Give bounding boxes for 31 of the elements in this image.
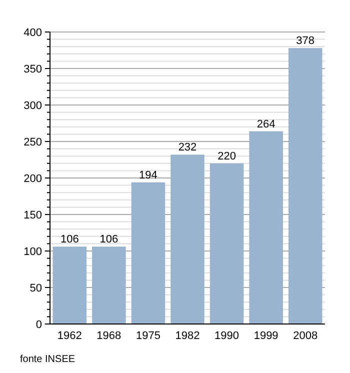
y-tick-label: 200 [24,172,42,185]
data-label: 220 [218,150,236,162]
x-tick-label: 1962 [57,330,82,342]
source-note: fonte INSEE [20,354,76,365]
bar [131,182,166,324]
x-tick-label: 1968 [96,330,122,342]
y-tick-label: 0 [36,318,42,331]
y-tick-label: 50 [30,282,42,294]
y-tick-label: 400 [24,26,42,39]
data-label: 106 [100,234,118,246]
x-tick-label: 1990 [214,330,240,342]
bar [210,163,244,324]
data-label: 106 [60,234,79,246]
data-label: 232 [178,142,197,154]
data-label: 378 [296,35,315,48]
data-label: 194 [139,169,158,182]
x-tick-label: 2008 [293,330,318,342]
y-tick-label: 350 [24,63,42,76]
x-tick-label: 1982 [175,330,200,342]
bar [92,246,126,324]
y-tick-label: 100 [24,246,42,258]
x-tick-label: 1975 [136,330,160,342]
y-tick-label: 300 [24,100,42,112]
data-label: 264 [256,118,276,130]
y-tick-label: 250 [24,136,42,148]
bar [52,246,87,324]
bar [249,131,283,324]
bar [288,48,322,324]
bar [170,154,204,324]
y-tick-label: 150 [24,209,42,222]
x-tick-label: 1999 [254,330,278,342]
